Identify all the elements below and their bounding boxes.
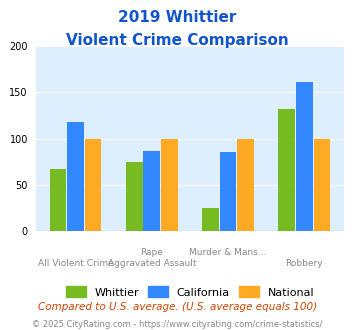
Text: © 2025 CityRating.com - https://www.cityrating.com/crime-statistics/: © 2025 CityRating.com - https://www.city… [32, 320, 323, 329]
Bar [237, 139, 254, 231]
Text: Aggravated Assault: Aggravated Assault [108, 259, 196, 268]
Bar [278, 109, 295, 231]
Bar [143, 150, 160, 231]
Text: All Violent Crime: All Violent Crime [38, 259, 113, 268]
Bar [202, 208, 219, 231]
Legend: Whittier, California, National: Whittier, California, National [60, 280, 320, 303]
Text: Compared to U.S. average. (U.S. average equals 100): Compared to U.S. average. (U.S. average … [38, 302, 317, 312]
Text: Robbery: Robbery [285, 259, 323, 268]
Text: 2019 Whittier: 2019 Whittier [118, 10, 237, 25]
Bar [313, 139, 330, 231]
Text: Violent Crime Comparison: Violent Crime Comparison [66, 33, 289, 48]
Text: Rape: Rape [140, 248, 163, 257]
Bar [84, 139, 102, 231]
Bar [67, 122, 84, 231]
Bar [161, 139, 178, 231]
Bar [50, 169, 66, 231]
Bar [126, 162, 143, 231]
Text: Murder & Mans...: Murder & Mans... [189, 248, 267, 257]
Bar [220, 151, 236, 231]
Bar [296, 82, 313, 231]
